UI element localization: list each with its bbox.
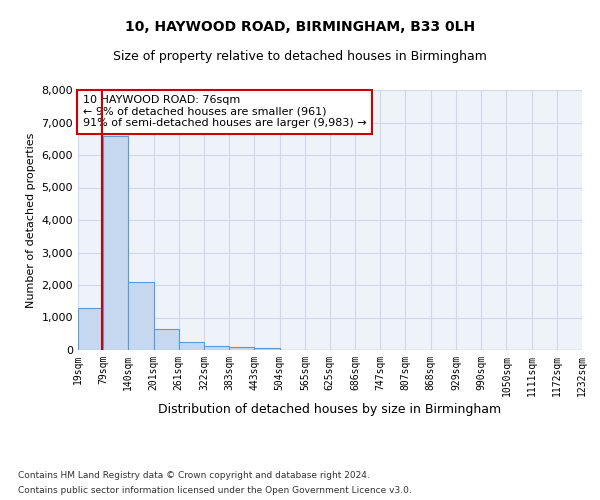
- Bar: [179, 342, 204, 350]
- Bar: [154, 329, 179, 350]
- Text: 10 HAYWOOD ROAD: 76sqm
← 9% of detached houses are smaller (961)
91% of semi-det: 10 HAYWOOD ROAD: 76sqm ← 9% of detached …: [83, 95, 367, 128]
- X-axis label: Distribution of detached houses by size in Birmingham: Distribution of detached houses by size …: [158, 403, 502, 416]
- Text: Contains HM Land Registry data © Crown copyright and database right 2024.: Contains HM Land Registry data © Crown c…: [18, 471, 370, 480]
- Bar: [229, 347, 254, 350]
- Text: 10, HAYWOOD ROAD, BIRMINGHAM, B33 0LH: 10, HAYWOOD ROAD, BIRMINGHAM, B33 0LH: [125, 20, 475, 34]
- Y-axis label: Number of detached properties: Number of detached properties: [26, 132, 36, 308]
- Bar: [254, 348, 280, 350]
- Bar: [78, 308, 103, 350]
- Text: Contains public sector information licensed under the Open Government Licence v3: Contains public sector information licen…: [18, 486, 412, 495]
- Bar: [204, 346, 229, 350]
- Text: Size of property relative to detached houses in Birmingham: Size of property relative to detached ho…: [113, 50, 487, 63]
- Bar: [128, 282, 154, 350]
- Bar: [103, 136, 128, 350]
